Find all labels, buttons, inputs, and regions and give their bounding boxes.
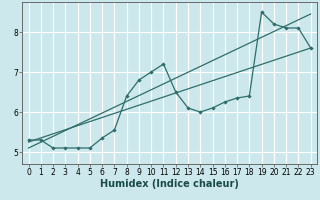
X-axis label: Humidex (Indice chaleur): Humidex (Indice chaleur) [100, 179, 239, 189]
